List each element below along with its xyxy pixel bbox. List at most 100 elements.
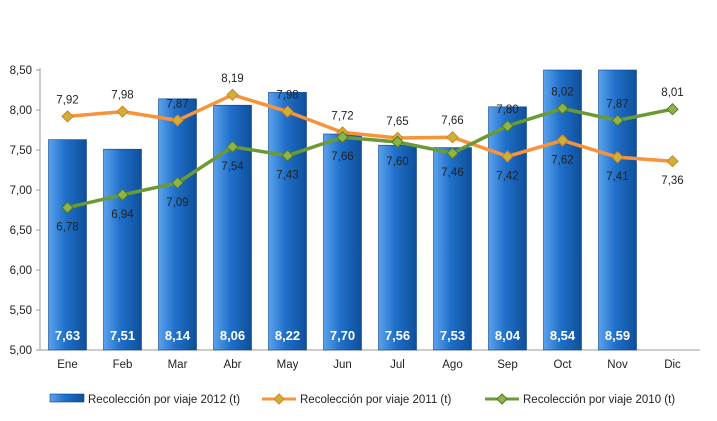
legend-label: Recolección por viaje 2012 (t) bbox=[88, 394, 240, 406]
series-marker bbox=[226, 88, 239, 102]
series-value-label: 7,66 bbox=[441, 115, 463, 127]
legend-label: Recolección por viaje 2011 (t) bbox=[300, 394, 451, 406]
bar bbox=[378, 144, 417, 351]
bar bbox=[103, 148, 142, 351]
series-value-label: 7,54 bbox=[221, 161, 244, 173]
series-value-label: 7,46 bbox=[441, 167, 463, 179]
series-marker bbox=[556, 102, 569, 115]
series-marker bbox=[556, 134, 569, 147]
series-value-label: 7,09 bbox=[166, 197, 188, 209]
bar bbox=[158, 98, 197, 351]
legend-marker bbox=[496, 393, 508, 405]
x-tick-label: Oct bbox=[554, 359, 573, 371]
bar-value-label: 7,56 bbox=[385, 328, 410, 343]
series-value-label: 7,43 bbox=[276, 170, 298, 182]
bar-value-label: 8,06 bbox=[220, 328, 245, 343]
bar-value-label: 7,51 bbox=[110, 328, 135, 343]
series-marker bbox=[501, 150, 514, 163]
series-value-label: 7,42 bbox=[496, 170, 518, 182]
axis-layer: 5,00 5,50 6,00 6,50 7,00 7,50 8,00 8,50 Ene Feb Ma… bbox=[10, 65, 700, 371]
x-tick-label: Feb bbox=[113, 359, 133, 371]
series-marker bbox=[171, 114, 184, 127]
x-tick-label: Sep bbox=[497, 359, 517, 371]
series-value-label: 7,60 bbox=[386, 156, 408, 168]
legend-swatch bbox=[49, 393, 85, 403]
bar bbox=[543, 69, 582, 351]
series-marker bbox=[171, 176, 184, 190]
bar-value-label: 8,54 bbox=[550, 328, 576, 343]
series-marker bbox=[391, 135, 404, 149]
y-tick-label: 5,50 bbox=[10, 305, 32, 317]
series-marker bbox=[116, 188, 129, 202]
x-tick-label: Jul bbox=[390, 359, 405, 371]
series-value-label: 7,36 bbox=[661, 175, 683, 187]
bar-value-label: 7,63 bbox=[55, 328, 80, 343]
bar bbox=[598, 69, 637, 351]
label-layer: 7,63 7,51 8,14 8,06 8,22 7,70 7,56 7,53 8,04 8,54… bbox=[55, 73, 684, 343]
series-line bbox=[65, 106, 675, 210]
series-value-label: 8,02 bbox=[551, 86, 573, 98]
series-marker bbox=[501, 119, 514, 133]
bar-value-label: 8,22 bbox=[275, 328, 300, 343]
bar-value-label: 8,14 bbox=[165, 328, 191, 343]
y-tick-label: 6,00 bbox=[10, 265, 32, 277]
x-tick-label: Mar bbox=[168, 359, 188, 371]
series-value-label: 7,72 bbox=[331, 110, 353, 122]
x-tick-label: Ene bbox=[57, 359, 77, 371]
series-value-label: 7,41 bbox=[606, 171, 628, 183]
series-marker bbox=[336, 130, 349, 144]
series-value-label: 6,78 bbox=[56, 222, 78, 234]
y-tick-label: 7,00 bbox=[10, 185, 32, 197]
x-tick-label: Abr bbox=[224, 359, 242, 371]
bar-value-label: 8,59 bbox=[605, 328, 630, 343]
series-value-label: 7,98 bbox=[111, 90, 133, 102]
series-value-label: 7,92 bbox=[56, 94, 78, 106]
series-marker bbox=[281, 105, 294, 118]
y-tick-label: 6,50 bbox=[10, 225, 32, 237]
series-marker bbox=[116, 105, 129, 118]
bar-value-label: 7,70 bbox=[330, 328, 355, 343]
series-marker bbox=[61, 110, 74, 123]
series-marker bbox=[611, 114, 624, 127]
y-tick-label: 8,00 bbox=[10, 105, 32, 117]
series-value-label: 7,66 bbox=[331, 151, 353, 163]
series-line bbox=[65, 93, 675, 163]
series-value-label: 7,80 bbox=[496, 104, 518, 116]
series-value-label: 8,01 bbox=[661, 87, 683, 99]
line-layer bbox=[61, 88, 679, 214]
series-value-label: 7,87 bbox=[606, 98, 628, 110]
series-marker bbox=[446, 130, 459, 144]
legend-marker bbox=[273, 393, 285, 405]
y-tick-label: 5,00 bbox=[10, 345, 32, 357]
series-marker bbox=[61, 201, 74, 214]
x-tick-label: Nov bbox=[607, 359, 628, 371]
series-value-label: 7,62 bbox=[551, 154, 573, 166]
series-value-label: 7,98 bbox=[276, 90, 298, 102]
y-tick-label: 8,50 bbox=[10, 65, 32, 77]
bar bbox=[268, 92, 307, 351]
x-tick-label: Ago bbox=[442, 359, 462, 371]
bar-value-label: 7,53 bbox=[440, 328, 465, 343]
y-tick-label: 7,50 bbox=[10, 145, 32, 157]
x-tick-label: Jun bbox=[333, 359, 352, 371]
series-marker bbox=[226, 140, 239, 154]
bar-value-label: 8,04 bbox=[495, 328, 521, 343]
series-marker bbox=[281, 149, 294, 162]
x-tick-label: May bbox=[277, 359, 299, 371]
bar bbox=[323, 133, 362, 351]
legend: Recolección por viaje 2012 (t) Recolecció… bbox=[49, 393, 675, 406]
series-marker bbox=[611, 150, 624, 164]
series-value-label: 7,87 bbox=[166, 98, 188, 110]
legend-label: Recolección por viaje 2010 (t) bbox=[523, 394, 675, 406]
series-value-label: 8,19 bbox=[221, 73, 243, 85]
series-marker bbox=[666, 154, 679, 168]
series-marker bbox=[446, 146, 459, 160]
bar bbox=[488, 106, 527, 351]
bar bbox=[433, 147, 472, 351]
series-marker bbox=[666, 102, 679, 116]
series-value-label: 6,94 bbox=[111, 209, 134, 221]
x-tick-label: Dic bbox=[664, 359, 681, 371]
series-value-label: 7,65 bbox=[386, 116, 408, 128]
bar bbox=[48, 139, 87, 351]
